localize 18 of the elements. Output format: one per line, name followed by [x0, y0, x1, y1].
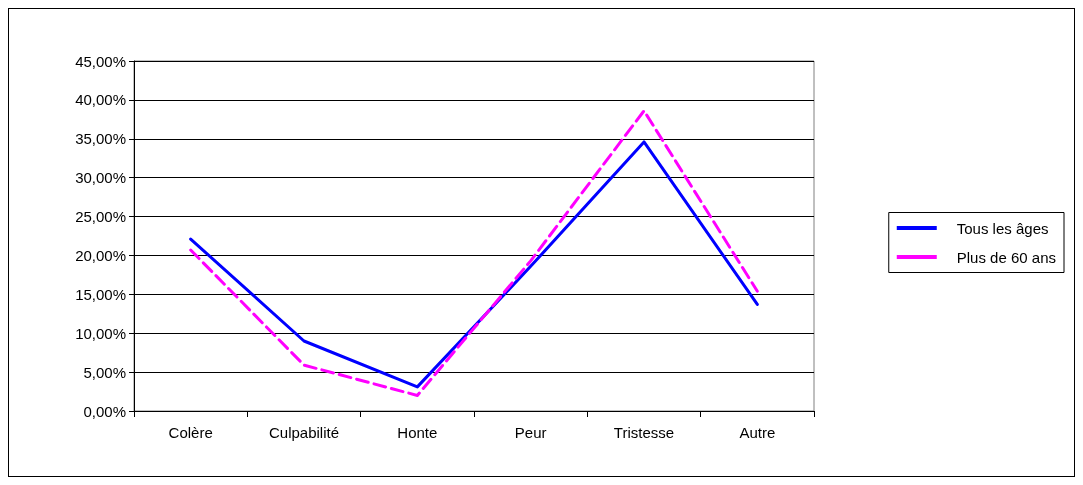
- y-tick-label: 30,00%: [75, 169, 126, 187]
- y-tick-label: 35,00%: [75, 130, 126, 148]
- x-tick-label: Tristesse: [613, 424, 675, 441]
- x-tick-label: Culpabilité: [268, 424, 340, 441]
- y-tick-label: 10,00%: [75, 324, 126, 342]
- y-tick-label: 40,00%: [75, 91, 126, 109]
- x-tick-label: Honte: [397, 424, 438, 441]
- y-tick-label: 5,00%: [83, 363, 126, 381]
- x-tick-label: Peur: [514, 424, 547, 441]
- x-tick-label: Colère: [168, 424, 213, 441]
- y-tick-label: 20,00%: [75, 246, 126, 264]
- legend-label: Plus de 60 ans: [956, 248, 1057, 266]
- y-tick-label: 45,00%: [75, 52, 126, 70]
- x-tick-label: Autre: [739, 424, 776, 441]
- legend-label: Tous les âges: [956, 219, 1049, 237]
- y-tick-label: 0,00%: [83, 402, 126, 420]
- y-tick-label: 25,00%: [75, 208, 126, 226]
- y-tick-label: 15,00%: [75, 285, 126, 303]
